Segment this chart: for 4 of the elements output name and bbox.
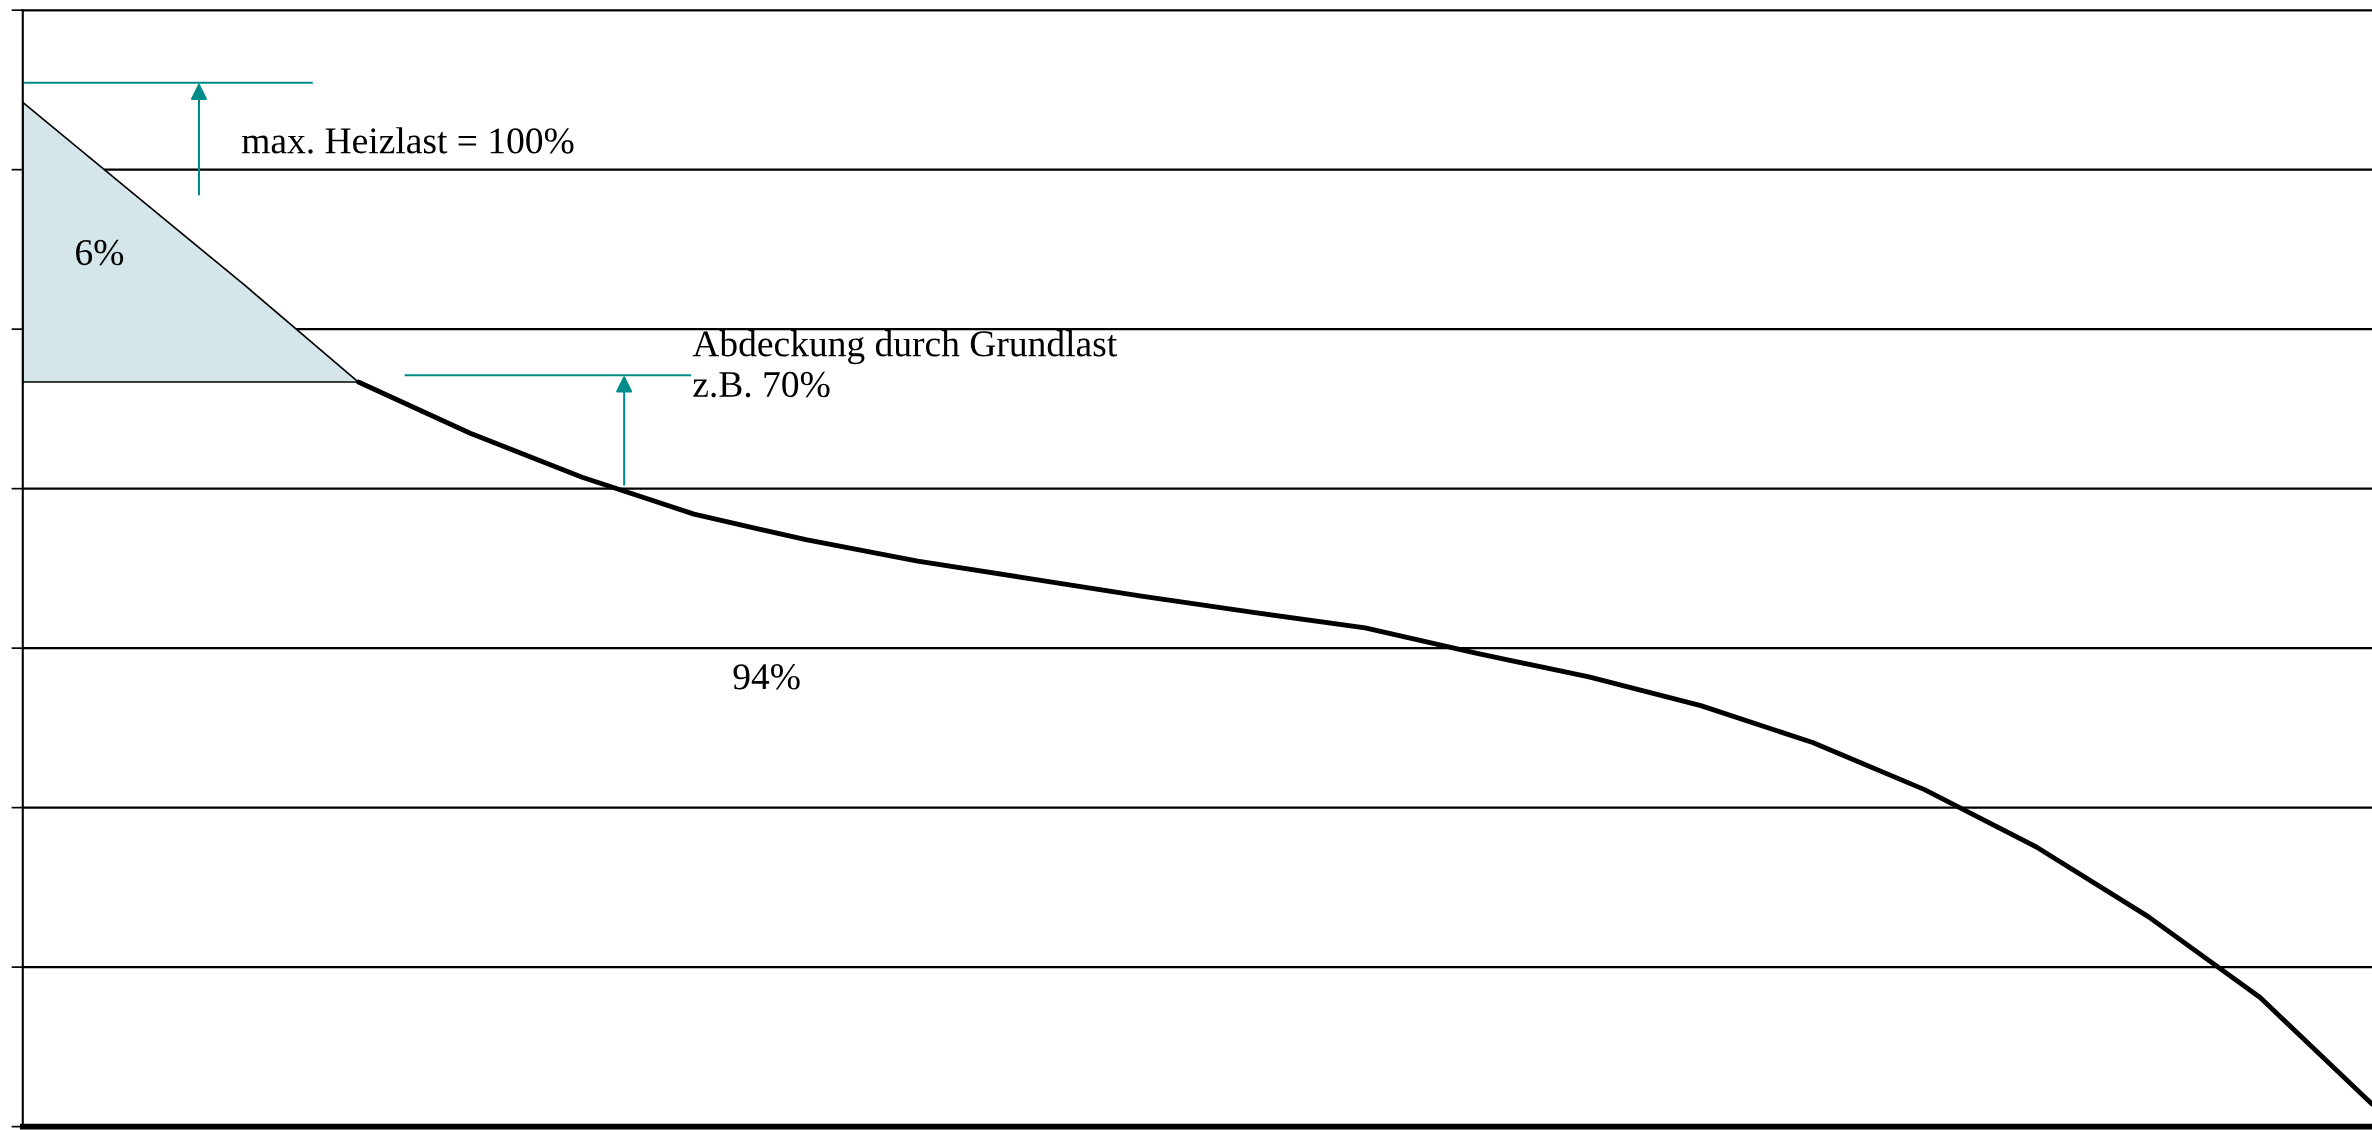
annotation: max. Heizlast = 100% <box>242 127 574 154</box>
annotation: Abdeckung durch Grundlast z.B. 70% <box>692 330 1117 398</box>
annotation: 94% <box>733 664 800 690</box>
annotation: 6% <box>76 239 124 266</box>
